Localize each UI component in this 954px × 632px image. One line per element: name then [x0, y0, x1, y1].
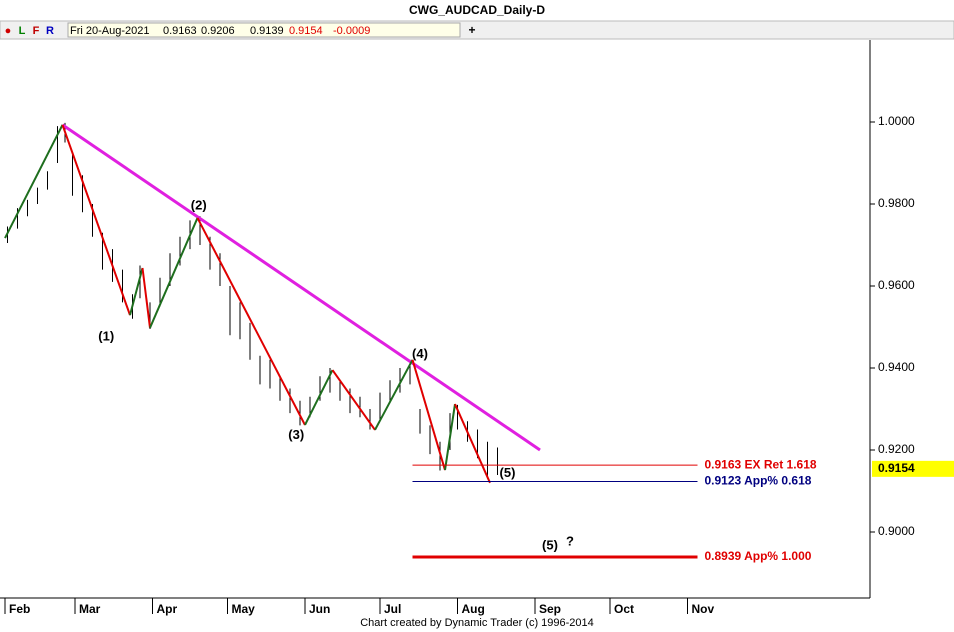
wave-label: (5) [542, 537, 558, 552]
wave-segment [454, 403, 491, 484]
wave-label: (4) [412, 346, 428, 361]
level-label: 0.9123 App% 0.618 [705, 474, 812, 488]
title-bar [0, 0, 954, 20]
quote-low: 0.9139 [250, 25, 284, 37]
x-tick-label: Sep [539, 602, 561, 616]
wave-label: (3) [288, 427, 304, 442]
wave-segment [444, 403, 456, 471]
x-tick-label: Jun [309, 602, 330, 616]
quote-date: Fri 20-Aug-2021 [70, 25, 150, 37]
wave-segment [129, 267, 144, 316]
wave-segment [304, 369, 334, 426]
add-button[interactable]: + [468, 23, 475, 37]
quote-open: 0.9163 [163, 25, 197, 37]
x-tick-label: Nov [692, 602, 715, 616]
y-tick-label: 0.9800 [878, 196, 915, 210]
wave-segment [61, 124, 131, 316]
level-label: 0.8939 App% 1.000 [705, 549, 812, 563]
x-tick-label: Aug [462, 602, 485, 616]
x-tick-label: Apr [157, 602, 178, 616]
last-price-label: 0.9154 [878, 461, 915, 475]
footer: Chart created by Dynamic Trader (c) 1996… [360, 617, 594, 629]
y-tick-label: 1.0000 [878, 114, 915, 128]
wave-label: (1) [98, 329, 114, 344]
wave-segment [141, 267, 151, 328]
wave-label: (5) [500, 465, 516, 480]
wave-segment [149, 217, 199, 329]
toolbar-button[interactable]: F [33, 25, 40, 37]
quote-close: 0.9154 [289, 25, 323, 37]
wave-label: (2) [191, 197, 207, 212]
x-tick-label: May [232, 602, 256, 616]
x-tick-label: Mar [79, 602, 101, 616]
quote-change: -0.0009 [333, 25, 370, 37]
y-tick-label: 0.9200 [878, 442, 915, 456]
toolbar-button[interactable]: R [46, 25, 54, 37]
wave-segment [374, 359, 414, 431]
chart-title: CWG_AUDCAD_Daily-D [409, 3, 545, 17]
last-price-box [872, 460, 954, 477]
toolbar-button[interactable]: L [19, 25, 26, 37]
y-tick-label: 0.9400 [878, 360, 915, 374]
quote-high: 0.9206 [201, 25, 235, 37]
level-label: 0.9163 EX Ret 1.618 [705, 457, 817, 471]
x-tick-label: Oct [614, 602, 634, 616]
wave-segment [331, 369, 376, 431]
y-tick-label: 0.9600 [878, 278, 915, 292]
wave-segment [196, 217, 306, 426]
x-tick-label: Feb [9, 602, 30, 616]
wave-segment [4, 124, 64, 239]
y-tick-label: 0.9000 [878, 524, 915, 538]
wave-label: ? [566, 534, 574, 549]
quote-box [67, 22, 461, 38]
x-tick-label: Jul [384, 602, 401, 616]
toolbar-button[interactable]: ● [5, 25, 12, 37]
trendline [61, 123, 541, 452]
wave-segment [411, 359, 446, 471]
